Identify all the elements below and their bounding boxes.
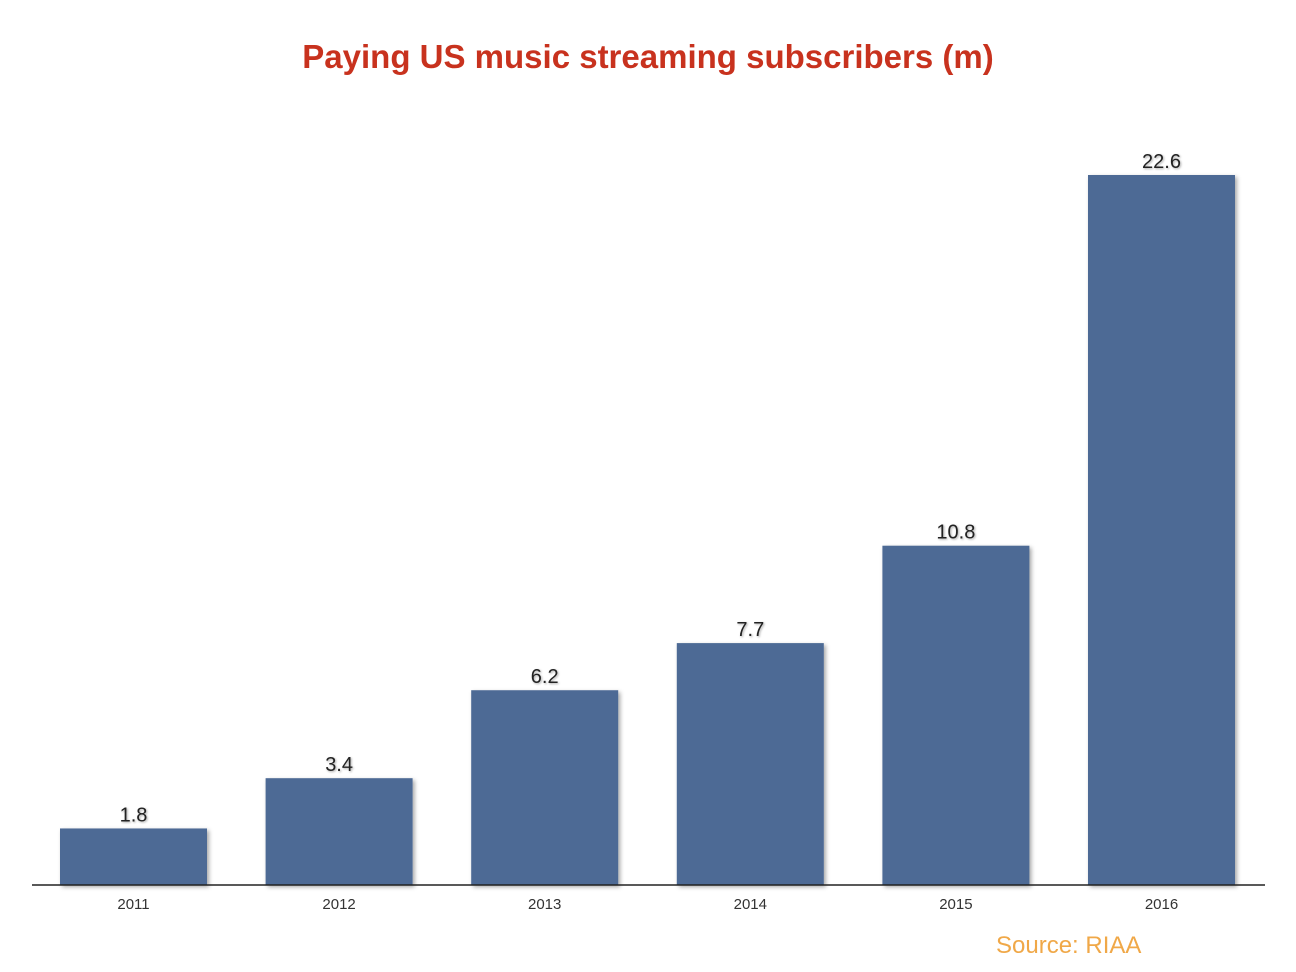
x-tick-label-2015: 2015 (939, 896, 972, 913)
data-label-2013: 6.2 (531, 666, 559, 688)
chart-title: Paying US music streaming subscribers (m… (302, 38, 994, 75)
data-label-2016: 22.6 (1142, 151, 1181, 173)
source-annotation: Source: RIAA (996, 932, 1142, 959)
bar-2012 (265, 778, 413, 885)
x-tick-label-2016: 2016 (1145, 896, 1178, 913)
data-label-2014: 7.7 (736, 619, 764, 641)
bar-2011 (60, 828, 207, 885)
data-label-2011: 1.8 (120, 804, 148, 826)
data-label-2015: 10.8 (936, 522, 975, 544)
x-tick-label-2012: 2012 (322, 896, 355, 913)
x-tick-label-2014: 2014 (734, 896, 767, 913)
bar-2015 (882, 545, 1030, 885)
bar-2014 (676, 643, 824, 885)
bar-2013 (471, 690, 619, 885)
x-tick-label-2011: 2011 (117, 896, 149, 913)
data-label-2012: 3.4 (325, 754, 353, 776)
x-tick-label-2013: 2013 (528, 896, 561, 913)
bar-2016 (1088, 175, 1235, 885)
